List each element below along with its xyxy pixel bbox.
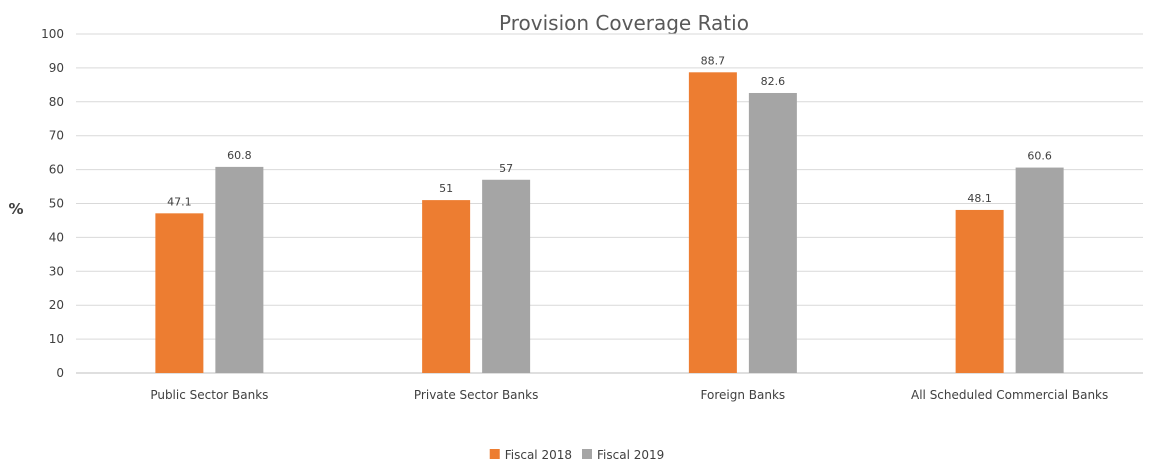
y-tick-label: 0 — [56, 366, 64, 380]
x-tick-label: Private Sector Banks — [414, 388, 538, 402]
data-labels: 47.1 60.8 51 57 88.7 82.6 48.1 60.6 — [167, 54, 1052, 208]
bar — [482, 179, 531, 373]
y-tick-label: 10 — [49, 332, 64, 346]
legend-label: Fiscal 2019 — [597, 448, 664, 462]
y-tick-label: 70 — [49, 129, 64, 143]
data-label: 82.6 — [761, 75, 786, 88]
legend-swatch — [489, 449, 500, 459]
bar — [748, 92, 797, 374]
y-tick-label: 50 — [49, 197, 64, 211]
category-labels: Public Sector Banks Private Sector Banks F… — [150, 388, 1108, 402]
legend: Fiscal 2018 Fiscal 2019 — [489, 448, 664, 462]
y-tick-label: 30 — [49, 264, 64, 278]
data-label: 51 — [439, 182, 453, 195]
data-label: 47.1 — [167, 195, 192, 208]
legend-swatch — [582, 449, 592, 459]
x-tick-label: Foreign Banks — [701, 388, 786, 402]
y-axis-label: % — [8, 200, 23, 218]
legend-item: Fiscal 2019 — [582, 448, 664, 462]
legend-label: Fiscal 2018 — [505, 448, 572, 462]
bar — [688, 72, 737, 373]
y-tick-label: 100 — [41, 27, 64, 41]
data-label: 57 — [499, 162, 513, 175]
y-tick-label: 60 — [49, 163, 64, 177]
bar — [422, 200, 471, 373]
y-tick-label: 90 — [49, 61, 64, 75]
data-label: 60.6 — [1027, 150, 1052, 163]
y-tick-label: 40 — [49, 230, 64, 244]
x-tick-label: All Scheduled Commercial Banks — [911, 388, 1108, 402]
data-label: 48.1 — [967, 192, 992, 205]
bar — [215, 166, 264, 373]
y-tick-label: 20 — [49, 298, 64, 312]
legend-item: Fiscal 2018 — [489, 448, 572, 462]
chart-title: Provision Coverage Ratio — [499, 11, 749, 35]
data-label: 60.8 — [227, 149, 252, 162]
y-axis-ticks: 0 10 20 30 40 50 60 70 80 90 100 — [41, 27, 64, 380]
bar — [1015, 167, 1064, 373]
data-label: 88.7 — [701, 54, 726, 67]
bar — [955, 209, 1004, 373]
bar — [155, 213, 204, 373]
y-tick-label: 80 — [49, 95, 64, 109]
x-tick-label: Public Sector Banks — [150, 388, 268, 402]
bars — [155, 72, 1064, 374]
